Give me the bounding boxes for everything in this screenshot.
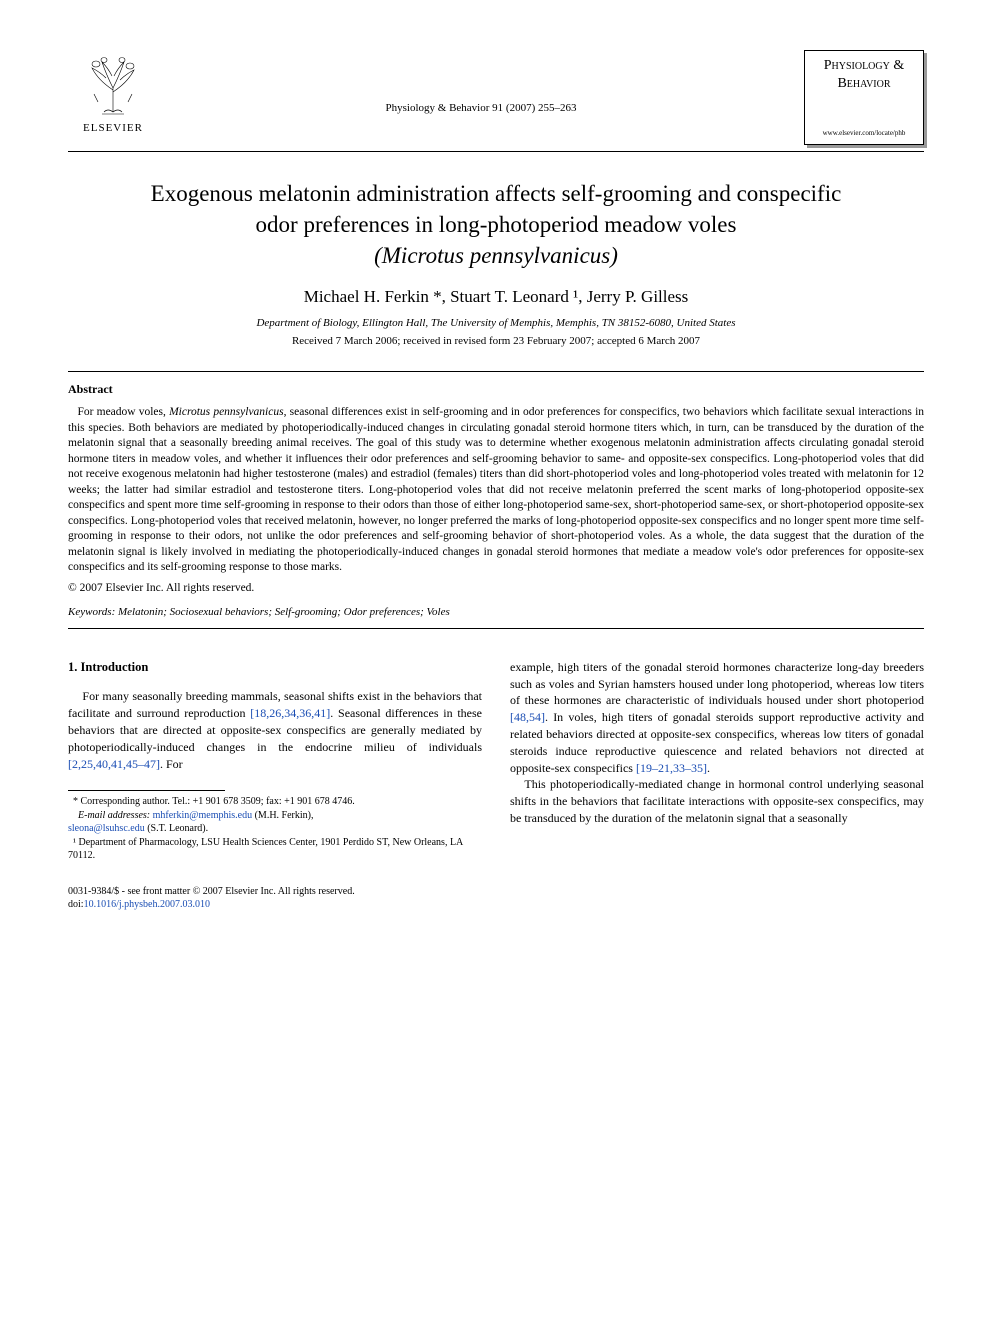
- journal-logo-url: www.elsevier.com/locate/phb: [809, 130, 919, 138]
- article-dates: Received 7 March 2006; received in revis…: [68, 335, 924, 347]
- intro-para-2: This photoperiodically-mediated change i…: [510, 776, 924, 826]
- abstract-species: Microtus pennsylvanicus: [169, 406, 284, 418]
- journal-reference: Physiology & Behavior 91 (2007) 255–263: [158, 102, 804, 114]
- body-column-right: example, high titers of the gonadal ster…: [510, 659, 924, 911]
- abstract-post: , seasonal differences exist in self-gro…: [68, 406, 924, 573]
- title-species: (Microtus pennsylvanicus): [374, 243, 618, 268]
- intro-heading: 1. Introduction: [68, 659, 482, 677]
- email-label: E-mail addresses:: [78, 810, 153, 821]
- article-title: Exogenous melatonin administration affec…: [68, 178, 924, 271]
- email-aff-1: (M.H. Ferkin),: [252, 810, 313, 821]
- footer: 0031-9384/$ - see front matter © 2007 El…: [68, 885, 482, 911]
- keywords-list: Melatonin; Sociosexual behaviors; Self-g…: [115, 606, 450, 618]
- header-rule: [68, 151, 924, 152]
- journal-logo-title: Physiology & Behavior: [809, 57, 919, 93]
- citation-link[interactable]: [18,26,34,36,41]: [250, 706, 330, 720]
- intro-para-1: For many seasonally breeding mammals, se…: [68, 688, 482, 772]
- email-link[interactable]: mhferkin@memphis.edu: [153, 810, 252, 821]
- footnotes-rule: [68, 790, 225, 791]
- citation-link[interactable]: [48,54]: [510, 710, 545, 724]
- email-aff-2: (S.T. Leonard).: [145, 823, 208, 834]
- intro-col2-b: . In voles, high titers of gonadal stero…: [510, 710, 924, 774]
- affiliation: Department of Biology, Ellington Hall, T…: [68, 317, 924, 329]
- title-line-1: Exogenous melatonin administration affec…: [151, 181, 842, 206]
- footnote-corresponding: * Corresponding author. Tel.: +1 901 678…: [68, 795, 482, 809]
- publisher-logo: ELSEVIER: [68, 50, 158, 134]
- abstract-text: For meadow voles, Microtus pennsylvanicu…: [68, 405, 924, 576]
- intro-para-1-cont: example, high titers of the gonadal ster…: [510, 659, 924, 777]
- publisher-name: ELSEVIER: [83, 122, 143, 134]
- abstract-top-rule: [68, 371, 924, 372]
- intro-text-c: . For: [160, 757, 183, 771]
- abstract-copyright: © 2007 Elsevier Inc. All rights reserved…: [68, 582, 924, 594]
- keywords-label: Keywords:: [68, 606, 115, 618]
- keywords: Keywords: Melatonin; Sociosexual behavio…: [68, 606, 924, 618]
- footer-doi-row: doi:10.1016/j.physbeh.2007.03.010: [68, 898, 482, 911]
- title-line-2: odor preferences in long-photoperiod mea…: [256, 212, 737, 237]
- header-row: ELSEVIER Physiology & Behavior 91 (2007)…: [68, 50, 924, 145]
- body-column-left: 1. Introduction For many seasonally bree…: [68, 659, 482, 911]
- abstract-bottom-rule: [68, 628, 924, 629]
- footnote-corr-text: * Corresponding author. Tel.: +1 901 678…: [73, 796, 355, 807]
- footnote-affiliation-1: ¹ Department of Pharmacology, LSU Health…: [68, 836, 482, 863]
- footer-front-matter: 0031-9384/$ - see front matter © 2007 El…: [68, 885, 482, 898]
- footnote-email-2: sleona@lsuhsc.edu (S.T. Leonard).: [68, 822, 482, 836]
- abstract-heading: Abstract: [68, 382, 924, 397]
- elsevier-tree-icon: [78, 50, 148, 120]
- authors: Michael H. Ferkin *, Stuart T. Leonard ¹…: [68, 287, 924, 307]
- footnote-emails: E-mail addresses: mhferkin@memphis.edu (…: [68, 809, 482, 823]
- abstract-pre: For meadow voles,: [77, 406, 169, 418]
- citation-link[interactable]: [2,25,40,41,45–47]: [68, 757, 160, 771]
- journal-logo-box: Physiology & Behavior www.elsevier.com/l…: [804, 50, 924, 145]
- footnote-note-1: ¹ Department of Pharmacology, LSU Health…: [68, 837, 463, 862]
- citation-link[interactable]: [19–21,33–35]: [636, 761, 707, 775]
- intro-col2-c: .: [707, 761, 710, 775]
- email-link[interactable]: sleona@lsuhsc.edu: [68, 823, 145, 834]
- intro-col2-a: example, high titers of the gonadal ster…: [510, 660, 924, 708]
- body-columns: 1. Introduction For many seasonally bree…: [68, 659, 924, 911]
- doi-link[interactable]: 10.1016/j.physbeh.2007.03.010: [84, 899, 210, 910]
- doi-label: doi:: [68, 899, 84, 910]
